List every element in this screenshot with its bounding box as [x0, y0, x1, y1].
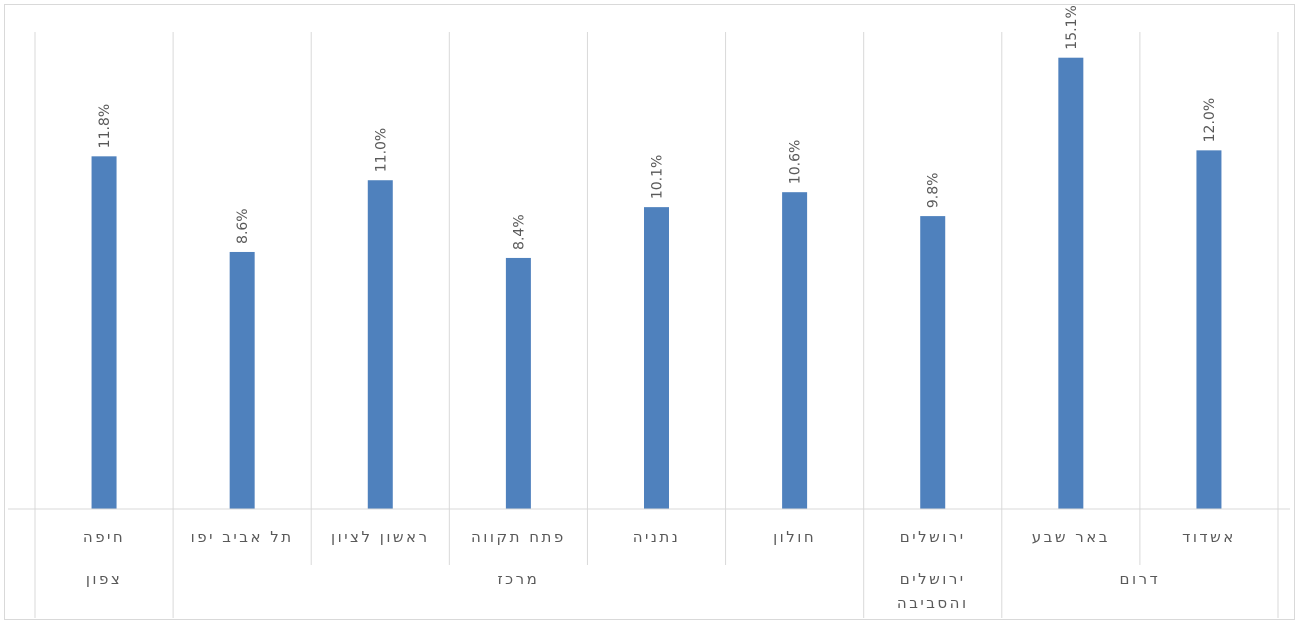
bar: [1196, 150, 1222, 509]
bar: [920, 216, 946, 510]
data-label: 10.1%: [650, 155, 666, 199]
group-label: ירושלים: [900, 570, 966, 588]
data-label: 8.4%: [511, 214, 527, 250]
data-label: 12.0%: [1202, 98, 1218, 142]
category-label: ראשון לציון: [331, 528, 430, 546]
data-label: 15.1%: [1064, 5, 1080, 49]
data-label: 10.6%: [788, 140, 804, 184]
category-label: חולון: [773, 528, 816, 546]
category-label: אשדוד: [1182, 528, 1236, 546]
data-label: 9.8%: [926, 173, 942, 209]
data-label: 8.6%: [235, 208, 251, 244]
category-label: נתניה: [633, 528, 681, 546]
category-label: באר שבע: [1032, 528, 1110, 546]
bar: [91, 156, 117, 509]
category-label: חיפה: [83, 528, 125, 546]
bar: [229, 251, 255, 509]
group-label: צפון: [86, 570, 122, 588]
bar: [505, 257, 531, 509]
category-label: תל אביב יפו: [191, 528, 294, 546]
data-label: 11.8%: [97, 104, 113, 148]
category-label: פתח תקווה: [471, 528, 566, 546]
group-label: דרום: [1120, 570, 1161, 588]
bar: [644, 207, 669, 510]
bar: [782, 192, 808, 509]
data-label: 11.0%: [373, 128, 389, 172]
group-label: מרכז: [497, 570, 539, 588]
group-label: והסביבה: [897, 594, 969, 612]
bar: [367, 180, 393, 510]
bar: [1058, 57, 1084, 509]
category-label: ירושלים: [900, 528, 966, 546]
